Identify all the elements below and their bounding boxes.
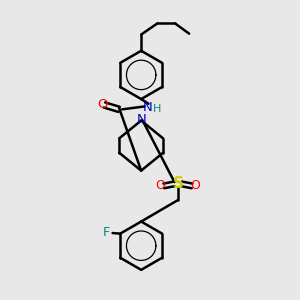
Text: N: N [136, 113, 146, 126]
Text: O: O [98, 98, 108, 111]
Text: H: H [153, 104, 161, 114]
Text: N: N [143, 101, 152, 114]
Text: O: O [191, 179, 201, 192]
Text: O: O [155, 179, 165, 192]
Text: F: F [103, 226, 110, 239]
Text: S: S [172, 176, 184, 191]
